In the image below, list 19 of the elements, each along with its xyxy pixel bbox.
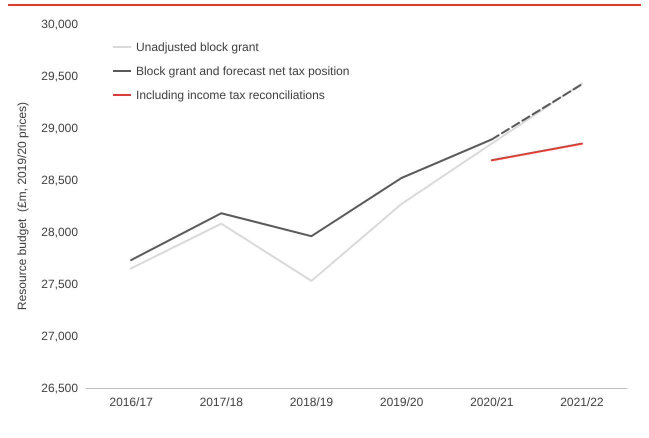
y-tick-label: 29,500: [41, 69, 78, 83]
x-tick-label: 2016/17: [109, 395, 154, 409]
y-tick-label: 27,000: [41, 329, 78, 343]
x-tick-label: 2021/22: [560, 395, 604, 409]
legend-label: Unadjusted block grant: [136, 40, 260, 54]
y-tick-label: 29,000: [41, 121, 78, 135]
y-axis-title: Resource budget (£m, 2019/20 prices): [15, 102, 29, 310]
y-tick-label: 27,500: [41, 277, 78, 291]
x-tick-label: 2020/21: [470, 395, 514, 409]
legend-label: Block grant and forecast net tax position: [136, 64, 350, 78]
y-tick-label: 28,500: [41, 173, 78, 187]
line-series: [130, 82, 583, 282]
legend-label: Including income tax reconciliations: [136, 88, 325, 102]
y-tick-label: 26,500: [41, 381, 78, 395]
y-tick-label: 30,000: [41, 17, 78, 31]
y-tick-label: 28,000: [41, 225, 78, 239]
x-tick-label: 2018/19: [290, 395, 334, 409]
x-tick-label: 2019/20: [380, 395, 424, 409]
x-tick-label: 2017/18: [200, 395, 244, 409]
